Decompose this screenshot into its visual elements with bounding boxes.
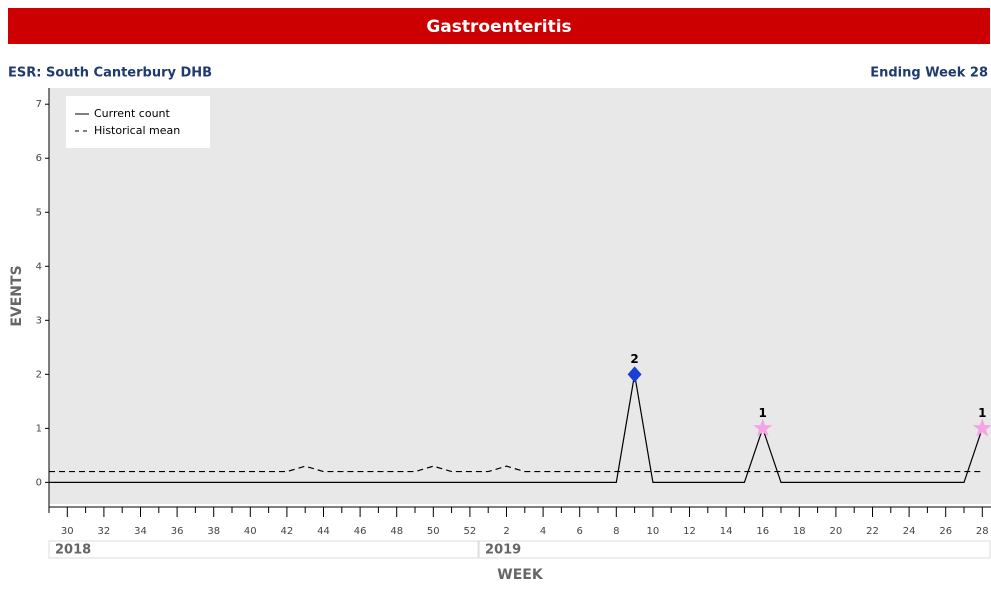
x-tick-label: 24 [903, 526, 916, 537]
point-marker [627, 366, 642, 383]
x-tick-label: 44 [317, 526, 330, 537]
x-tick-label: 14 [720, 526, 733, 537]
legend-box [66, 96, 210, 148]
y-tick-label: 0 [36, 477, 42, 488]
x-tick-label: 30 [61, 526, 74, 537]
y-tick-label: 2 [36, 369, 42, 380]
x-tick-label: 26 [939, 526, 952, 537]
year-band [48, 540, 479, 559]
subtitle-right: Ending Week 28 [870, 66, 988, 81]
series-line [49, 374, 983, 483]
x-tick-label: 48 [390, 526, 403, 537]
x-tick-label: 2 [503, 526, 509, 537]
y-tick-label: 3 [36, 315, 42, 326]
legend-label: Historical mean [94, 124, 180, 137]
x-tick-label: 46 [354, 526, 367, 537]
series-line [49, 465, 983, 473]
point-marker [753, 418, 773, 437]
title-bar [8, 8, 990, 44]
x-tick-label: 40 [244, 526, 257, 537]
x-tick-label: 10 [647, 526, 660, 537]
subtitle-left: ESR: South Canterbury DHB [8, 66, 212, 81]
legend-label: Current count [94, 107, 171, 120]
x-tick-label: 36 [171, 526, 184, 537]
x-tick-label: 32 [98, 526, 111, 537]
x-tick-label: 34 [134, 526, 147, 537]
x-tick-label: 6 [577, 526, 583, 537]
y-tick-label: 4 [36, 261, 42, 272]
x-tick-label: 38 [207, 526, 220, 537]
data-label: 2 [630, 352, 638, 366]
x-tick-label: 18 [793, 526, 806, 537]
x-tick-label: 22 [866, 526, 879, 537]
x-tick-label: 28 [976, 526, 989, 537]
year-band [478, 540, 991, 559]
y-tick-label: 1 [36, 423, 42, 434]
chart-title: Gastroenteritis [426, 17, 571, 37]
x-tick-label: 42 [281, 526, 294, 537]
data-label: 1 [759, 406, 767, 420]
y-tick-label: 5 [36, 207, 42, 218]
y-tick-label: 6 [36, 153, 42, 164]
y-axis-label: EVENTS [9, 265, 25, 326]
x-axis-label: WEEK [497, 567, 544, 583]
x-tick-label: 20 [830, 526, 843, 537]
point-marker [972, 418, 991, 437]
data-label: 1 [978, 406, 986, 420]
x-tick-label: 52 [464, 526, 477, 537]
year-label: 2018 [55, 543, 91, 558]
x-tick-label: 12 [683, 526, 696, 537]
x-tick-label: 8 [613, 526, 619, 537]
x-tick-label: 4 [540, 526, 546, 537]
y-tick-label: 7 [36, 99, 42, 110]
x-tick-label: 50 [427, 526, 440, 537]
x-tick-label: 16 [756, 526, 769, 537]
year-label: 2019 [485, 543, 521, 558]
plot-area [49, 88, 991, 504]
